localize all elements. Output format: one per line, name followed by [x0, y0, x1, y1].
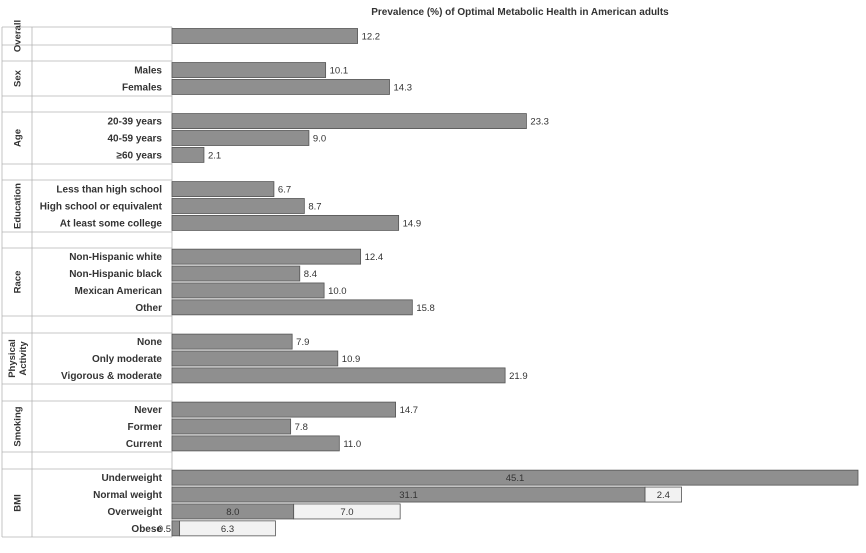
data-label: 23.3: [530, 117, 549, 128]
bar: [171, 265, 301, 282]
bar: [171, 418, 292, 435]
data-label: 8.7: [308, 202, 321, 213]
bar: [171, 401, 396, 418]
group-label: Overall: [13, 20, 24, 52]
data-label: 14.7: [400, 405, 419, 416]
data-label: 31.1: [399, 490, 418, 501]
bar: [171, 198, 305, 214]
chart-title: Prevalence (%) of Optimal Metabolic Heal…: [371, 7, 669, 18]
data-label: 0.5: [158, 524, 171, 535]
category-label: Females: [122, 82, 162, 93]
bar: [171, 367, 506, 384]
bar: [171, 28, 358, 44]
data-label: 10.9: [342, 354, 361, 365]
bar: [171, 181, 275, 198]
category-label: Never: [134, 405, 162, 416]
category-label: Underweight: [101, 473, 162, 484]
data-label: 21.9: [509, 371, 527, 382]
category-label: Non-Hispanic black: [69, 269, 162, 280]
data-label: 10.1: [330, 66, 349, 77]
data-label: 8.4: [304, 269, 317, 280]
bar: [171, 130, 310, 146]
category-label: None: [137, 337, 162, 348]
data-label: 10.0: [328, 286, 347, 297]
bar: [171, 62, 327, 78]
data-label: 7.8: [295, 422, 308, 433]
bar-segment-2: [179, 520, 276, 537]
bar: [171, 350, 339, 367]
category-label: Males: [134, 66, 162, 77]
data-label: 9.0: [313, 134, 326, 145]
group-label: Education: [13, 183, 24, 229]
bar: [171, 214, 400, 231]
category-label: Other: [135, 303, 162, 314]
bar: [171, 520, 181, 537]
data-label: 7.0: [340, 507, 353, 518]
category-label: ≥60 years: [116, 150, 162, 161]
data-label: 7.9: [296, 337, 309, 348]
data-label: 2.1: [208, 150, 221, 161]
category-label: Obese: [131, 524, 162, 535]
data-label: 6.3: [221, 524, 234, 535]
data-label: 12.2: [362, 32, 381, 43]
category-label: 40-59 years: [108, 134, 163, 145]
category-label: Overweight: [108, 507, 163, 518]
bar-segment-2: [293, 503, 401, 520]
data-label: 14.9: [403, 218, 422, 229]
bar: [171, 79, 390, 95]
data-label: 45.1: [506, 473, 525, 484]
group-label: Age: [13, 129, 24, 147]
category-label: Non-Hispanic white: [69, 252, 162, 263]
data-label: 15.8: [416, 303, 435, 314]
category-label: Current: [126, 439, 163, 450]
category-label: 20-39 years: [108, 117, 163, 128]
bar: [171, 146, 205, 163]
category-label: Former: [128, 422, 163, 433]
bar: [171, 248, 362, 265]
data-label: 8.0: [226, 507, 239, 518]
category-label: Less than high school: [56, 185, 162, 196]
bar-segment-2: [644, 486, 682, 503]
bar: [171, 333, 293, 350]
category-label: Vigorous & moderate: [61, 371, 162, 382]
group-label: Smoking: [13, 406, 24, 446]
bar: [171, 282, 325, 299]
data-label: 11.0: [343, 439, 361, 450]
category-label: Normal weight: [93, 490, 163, 501]
bar: [171, 435, 340, 452]
data-label: 14.3: [394, 82, 413, 93]
group-label: PhysicalActivity: [7, 339, 29, 378]
category-label: High school or equivalent: [40, 202, 163, 213]
category-label: Mexican American: [75, 286, 162, 297]
bar: [171, 113, 527, 129]
data-label: 2.4: [657, 490, 670, 501]
bar: [171, 299, 413, 316]
group-label: BMI: [13, 494, 24, 511]
group-label: Race: [13, 271, 24, 294]
category-label: Only moderate: [92, 354, 162, 365]
group-label: Sex: [13, 69, 24, 87]
bar: [171, 469, 859, 486]
category-label: At least some college: [60, 218, 163, 229]
data-label: 6.7: [278, 185, 291, 196]
data-label: 12.4: [365, 252, 384, 263]
